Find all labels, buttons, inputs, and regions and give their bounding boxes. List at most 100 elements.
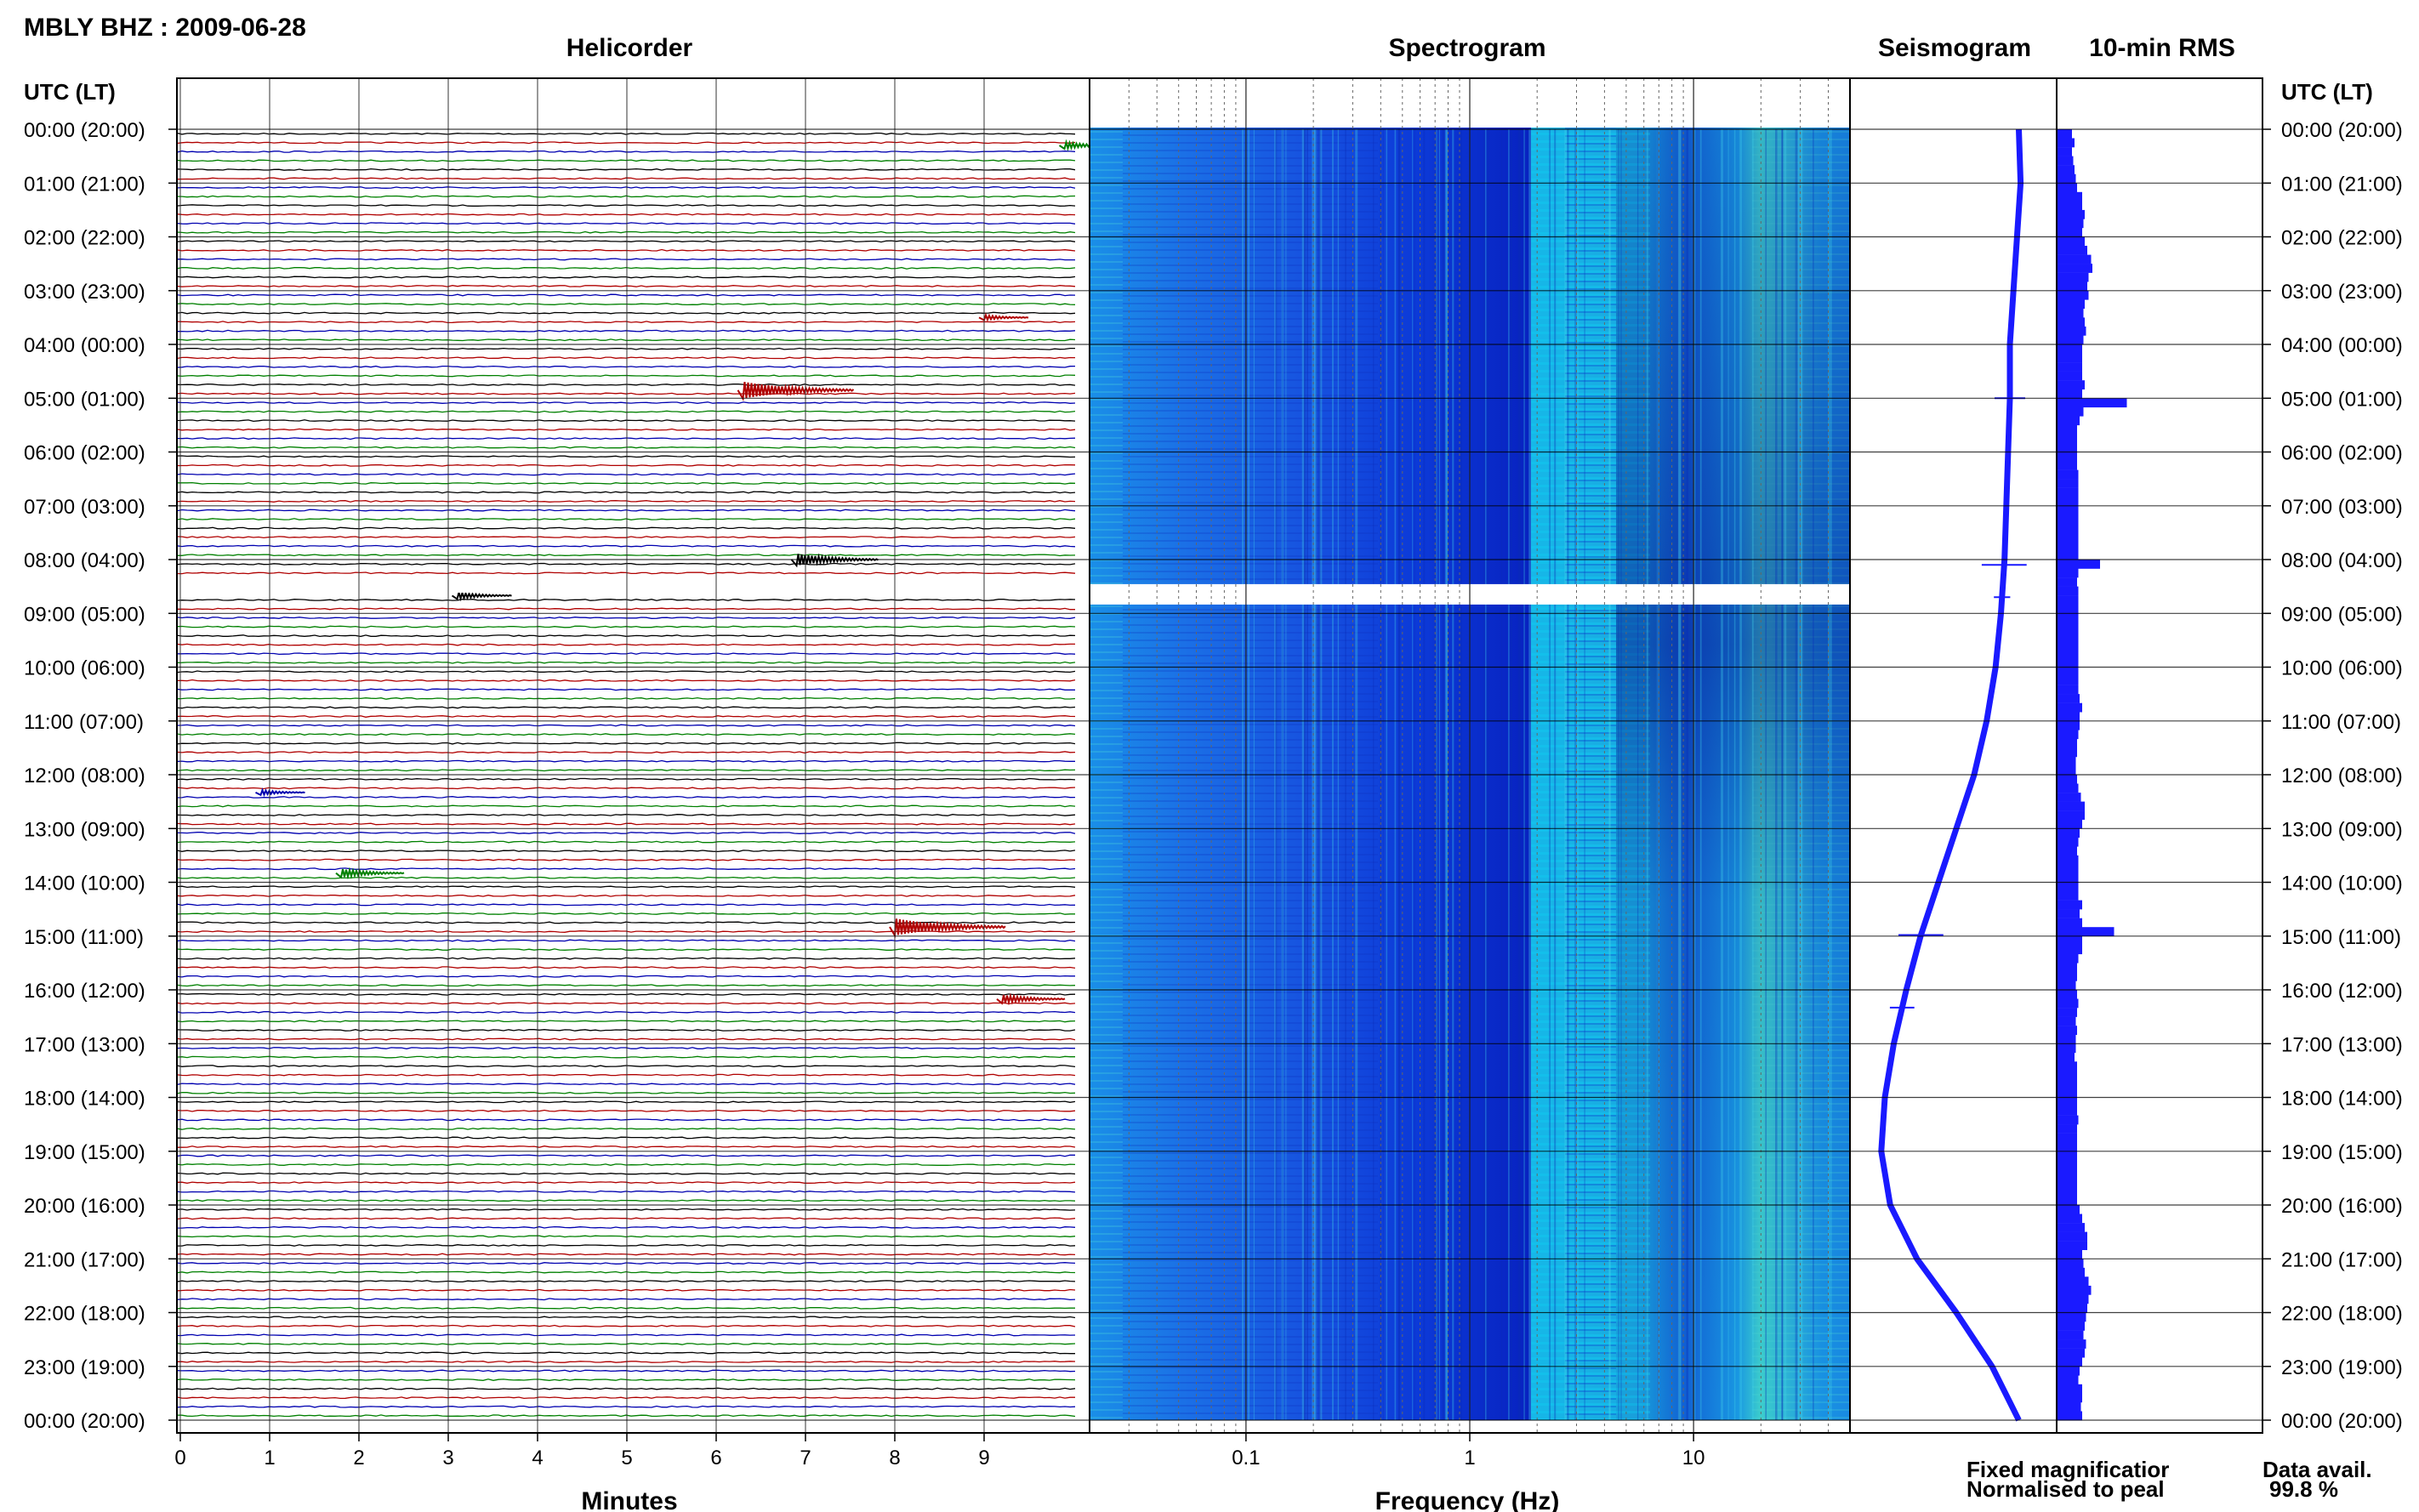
rms-bar bbox=[2057, 550, 2079, 560]
helicorder-trace bbox=[176, 186, 1076, 189]
rms-bar bbox=[2057, 317, 2085, 327]
helicorder-trace bbox=[176, 554, 1076, 557]
panel-frame bbox=[176, 77, 1090, 1434]
rms-bar bbox=[2057, 165, 2075, 174]
helicorder-event bbox=[889, 918, 1006, 939]
time-label-left: 01:00 (21:00) bbox=[24, 173, 145, 196]
rms-bar bbox=[2057, 747, 2077, 758]
rms-bar bbox=[2057, 667, 2079, 677]
helicorder-trace bbox=[176, 1118, 1076, 1122]
rms-bar bbox=[2057, 147, 2072, 156]
helicorder-trace bbox=[176, 1306, 1075, 1310]
rms-bar bbox=[2057, 658, 2079, 668]
rms-bar bbox=[2057, 1016, 2076, 1026]
rms-bar bbox=[2057, 1160, 2077, 1170]
helicorder-trace bbox=[176, 912, 1075, 915]
time-label-left: 04:00 (00:00) bbox=[24, 334, 145, 357]
helicorder-trace bbox=[176, 159, 1076, 162]
rms-bar bbox=[2057, 1205, 2080, 1214]
rms-bar bbox=[2057, 1151, 2077, 1161]
helicorder-trace bbox=[176, 150, 1076, 153]
helicorder-trace bbox=[176, 804, 1076, 808]
helicorder-trace bbox=[176, 428, 1076, 431]
time-label-right: 15:00 (11:00) bbox=[2281, 926, 2401, 949]
time-label-left: 06:00 (02:00) bbox=[24, 442, 145, 465]
helicorder-trace bbox=[176, 1262, 1076, 1265]
helicorder-trace bbox=[176, 446, 1076, 449]
time-label-left: 02:00 (22:00) bbox=[24, 227, 145, 250]
helicorder-trace bbox=[176, 132, 1076, 135]
rms-bar bbox=[2057, 1089, 2077, 1098]
rms-bar bbox=[2057, 1304, 2087, 1313]
helicorder-trace bbox=[176, 813, 1076, 816]
minute-tick-label: 1 bbox=[264, 1447, 275, 1469]
helicorder-trace bbox=[176, 948, 1076, 952]
time-label-left: 17:00 (13:00) bbox=[24, 1033, 145, 1056]
rms-bar bbox=[2057, 694, 2080, 703]
helicorder-panel bbox=[176, 78, 1119, 1433]
rms-bar bbox=[2057, 1168, 2077, 1179]
helicorder-trace bbox=[176, 822, 1076, 826]
helicorder-trace bbox=[176, 930, 1076, 933]
helicorder-trace bbox=[176, 795, 1076, 799]
helicorder-trace bbox=[176, 696, 1076, 700]
helicorder-trace bbox=[176, 544, 1076, 548]
minute-tick-label: 5 bbox=[621, 1447, 632, 1469]
helicorder-trace bbox=[176, 1288, 1076, 1292]
helicorder-trace bbox=[176, 500, 1076, 503]
rms-bar bbox=[2057, 209, 2085, 219]
seismogram-title: Seismogram bbox=[1878, 34, 2031, 62]
helicorder-title: Helicorder bbox=[566, 34, 693, 62]
time-label-left: 12:00 (08:00) bbox=[24, 765, 145, 787]
minute-tick-label: 6 bbox=[710, 1447, 721, 1469]
rms-bar bbox=[2057, 290, 2089, 300]
rms-bar bbox=[2057, 219, 2084, 229]
spectrogram-panel bbox=[1089, 78, 1851, 1433]
rms-bar bbox=[2057, 416, 2080, 426]
rms-bar bbox=[2057, 855, 2079, 865]
time-label-left: 18:00 (14:00) bbox=[24, 1088, 145, 1111]
helicorder-trace bbox=[176, 1369, 1076, 1373]
helicorder-trace bbox=[176, 1387, 1076, 1390]
rms-bar bbox=[2057, 326, 2086, 336]
helicorder-trace bbox=[176, 1208, 1076, 1211]
rms-bar bbox=[2057, 1249, 2082, 1259]
rms-bar bbox=[2057, 900, 2082, 910]
minutes-axis-label: Minutes bbox=[581, 1487, 677, 1512]
helicorder-trace bbox=[176, 365, 1076, 368]
helicorder-trace bbox=[176, 518, 1076, 521]
helicorder-trace bbox=[176, 1127, 1076, 1130]
helicorder-trace bbox=[176, 607, 1075, 611]
time-label-left: 15:00 (11:00) bbox=[24, 926, 144, 949]
rms-bar bbox=[2057, 1401, 2081, 1412]
rms-bar bbox=[2057, 469, 2079, 480]
rms-bar bbox=[2057, 685, 2079, 695]
helicorder-event bbox=[996, 992, 1066, 1006]
time-label-right: 03:00 (23:00) bbox=[2281, 281, 2403, 304]
helicorder-trace bbox=[176, 975, 1075, 978]
helicorder-trace bbox=[176, 266, 1076, 270]
helicorder-trace bbox=[176, 1163, 1076, 1166]
minute-tick-label: 0 bbox=[174, 1447, 185, 1469]
helicorder-trace bbox=[176, 536, 1076, 539]
rms-bar bbox=[2057, 254, 2092, 264]
helicorder-trace bbox=[176, 1396, 1075, 1400]
rms-bar bbox=[2057, 452, 2077, 462]
time-label-left: 19:00 (15:00) bbox=[24, 1141, 145, 1164]
helicorder-trace bbox=[176, 1280, 1076, 1283]
helicorder-trace bbox=[176, 625, 1076, 628]
frequency-tick-label: 1 bbox=[1464, 1447, 1475, 1469]
rms-bar bbox=[2057, 228, 2082, 237]
rms-bar bbox=[2057, 1312, 2086, 1322]
time-label-right: 14:00 (10:00) bbox=[2281, 873, 2403, 895]
helicorder-trace bbox=[176, 1100, 1076, 1104]
helicorder-trace bbox=[176, 617, 1076, 619]
time-label-left: 00:00 (20:00) bbox=[24, 1410, 145, 1433]
rms-bar bbox=[2057, 1133, 2077, 1143]
rms-bar bbox=[2057, 1034, 2076, 1044]
time-label-left: 20:00 (16:00) bbox=[24, 1195, 145, 1218]
time-label-left: 23:00 (19:00) bbox=[24, 1356, 145, 1379]
rms-bar bbox=[2057, 1241, 2087, 1250]
rms-bar bbox=[2057, 523, 2079, 533]
